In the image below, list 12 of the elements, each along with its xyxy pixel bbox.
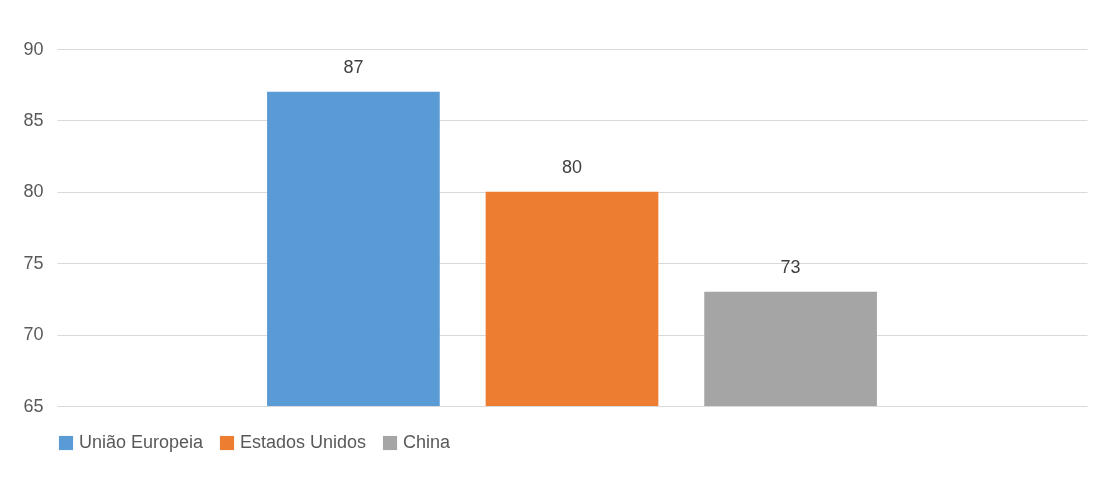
y-tick-label: 65: [23, 395, 44, 416]
data-label: 87: [343, 56, 364, 77]
legend-label: China: [403, 432, 452, 452]
data-label: 80: [561, 156, 583, 177]
legend-label: União Europeia: [79, 432, 205, 452]
y-tick-label: 85: [23, 109, 44, 130]
data-label: 73: [780, 256, 801, 277]
y-tick-label: 75: [23, 252, 44, 273]
y-tick-label: 70: [23, 324, 44, 345]
y-tick-label: 80: [23, 181, 44, 202]
y-tick-label: 90: [23, 38, 44, 59]
legend-label: Estados Unidos: [240, 432, 367, 452]
